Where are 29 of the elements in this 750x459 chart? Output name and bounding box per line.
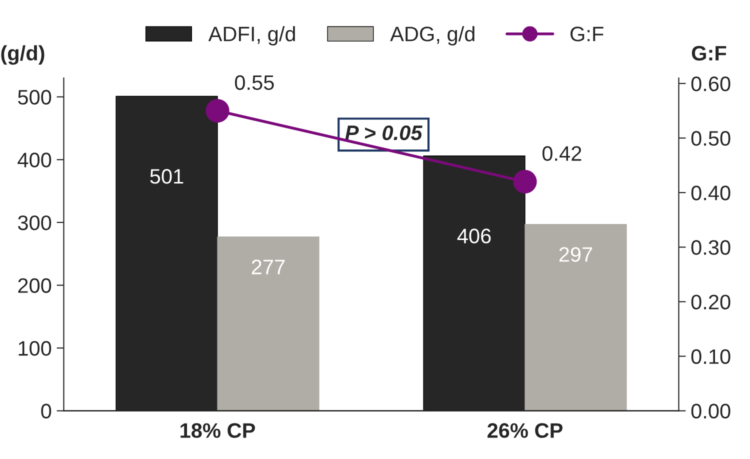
x-tick-label: 26% CP (488, 423, 562, 438)
annotation: P > 0.05 (345, 125, 422, 140)
y-axis-title: (g/d) (1, 45, 44, 65)
y-tick-label: 400 (18, 152, 52, 168)
y-tick-label: 100 (18, 341, 52, 356)
y2-tick-label: 0.30 (691, 240, 730, 255)
y2-tick-label: 0.00 (691, 404, 730, 419)
data-label: 0.42 (542, 146, 582, 161)
y2-tick-label: 0.60 (691, 76, 730, 92)
legend-label: G:F (570, 26, 604, 42)
legend-label: ADFI, g/d (208, 26, 295, 46)
bar (524, 224, 627, 411)
y-tick-label: 200 (18, 278, 52, 293)
y2-tick-label: 0.50 (691, 131, 730, 146)
y-tick-label: 0 (41, 404, 52, 419)
x-tick-label: 18% CP (180, 423, 255, 438)
y2-tick-label: 0.20 (691, 294, 730, 310)
y2-tick-label: 0.10 (691, 349, 730, 364)
data-label: 297 (559, 247, 592, 262)
legend-label: ADG, g/d (390, 26, 474, 46)
data-label: 277 (252, 260, 285, 274)
data-label: 501 (150, 169, 184, 184)
data-label: 0.55 (234, 75, 274, 90)
y2-axis-title: G:F (692, 46, 726, 61)
bar (217, 236, 320, 411)
y2-tick-label: 0.40 (691, 186, 730, 200)
y-tick-label: 500 (18, 90, 52, 105)
y-tick-label: 300 (18, 215, 52, 230)
data-label: 406 (457, 228, 491, 244)
